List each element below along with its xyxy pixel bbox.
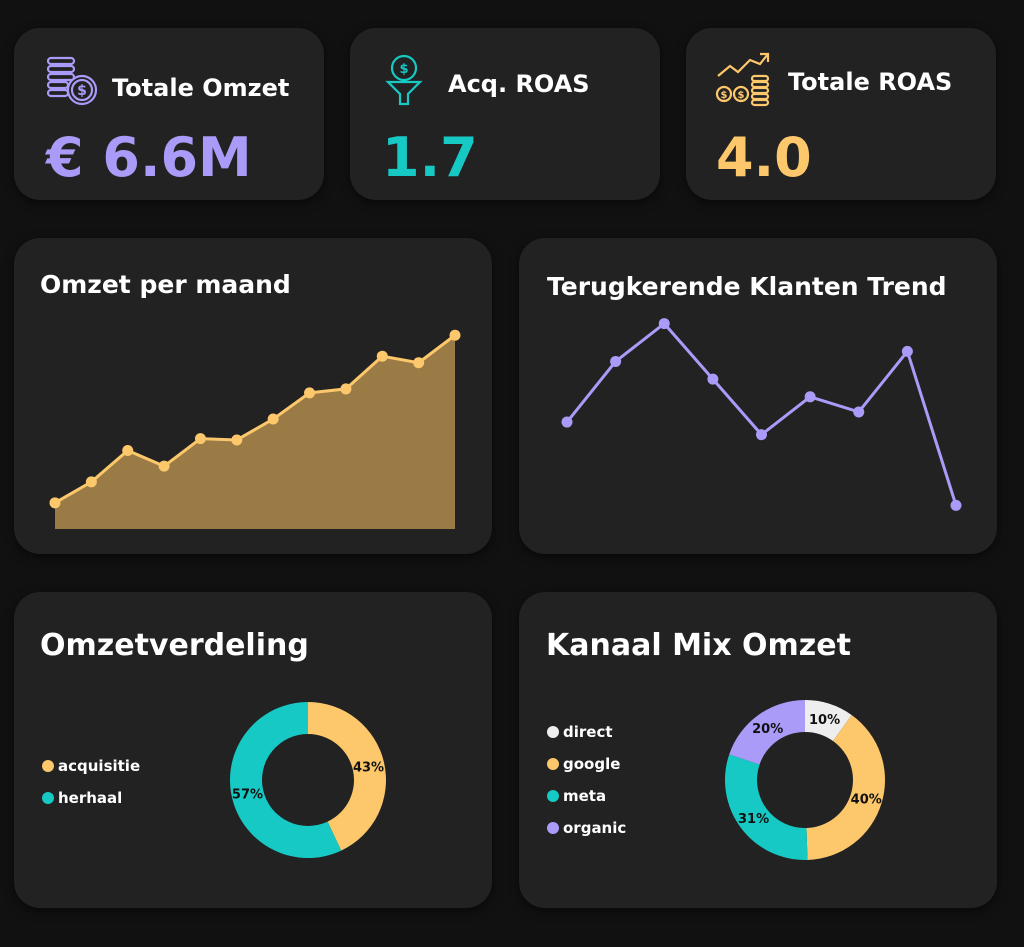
data-point [376, 350, 388, 362]
kpi-label: Acq. ROAS [448, 70, 590, 98]
data-point [901, 345, 913, 357]
kpi-value: 4.0 [716, 126, 812, 189]
kpi-card-omzet: $ Totale Omzet € 6.6M [14, 28, 324, 200]
slice-label: 31% [738, 812, 769, 827]
legend-label: organic [563, 819, 626, 837]
data-point [950, 499, 962, 511]
kpi-value: 1.7 [382, 126, 478, 189]
data-point [756, 429, 767, 441]
data-point [804, 391, 816, 403]
svg-text:$: $ [399, 62, 408, 77]
kpi-value: € 6.6M [46, 126, 252, 189]
legend-marker [42, 760, 54, 772]
legend-marker [547, 790, 559, 802]
trend-line [565, 321, 958, 506]
data-point [304, 387, 316, 399]
data-point [158, 460, 170, 472]
donut-slice-acquisitie [308, 702, 387, 851]
slice-label: 40% [851, 793, 882, 808]
chart-title: Kanaal Mix Omzet [546, 628, 851, 663]
kpi-label: Totale Omzet [112, 74, 290, 102]
data-point [658, 318, 670, 330]
data-point [413, 357, 425, 369]
chart-title: Omzetverdeling [40, 628, 309, 663]
slice-label: 43% [353, 760, 384, 775]
slice-label: 57% [232, 788, 263, 803]
funnel-dollar-icon: $ [385, 54, 423, 106]
chart-title: Terugkerende Klanten Trend [547, 272, 947, 301]
legend-label: herhaal [58, 789, 122, 807]
donut-slice-organic [729, 700, 805, 765]
data-point [449, 329, 461, 341]
area-line [54, 334, 456, 505]
legend-marker [547, 758, 559, 770]
coins-dollar-icon: $ [46, 56, 98, 106]
svg-text:$: $ [77, 83, 87, 99]
slice-label: 20% [752, 722, 783, 737]
revenue-split-donut: 43% 57% acquisitie herhaal [42, 702, 387, 858]
line-chart [561, 318, 962, 511]
legend-marker [547, 822, 559, 834]
data-point [610, 355, 622, 367]
channel-mix-card: Kanaal Mix Omzet 10% 40% 31% 20% direct googl… [519, 592, 997, 908]
legend-label: direct [563, 723, 613, 741]
growth-coins-icon: $ $ [715, 52, 770, 107]
data-point [122, 444, 134, 456]
svg-text:$: $ [738, 90, 745, 101]
data-point [49, 497, 61, 509]
donut-slice-direct [805, 700, 852, 741]
revenue-split-card: Omzetverdeling 43% 57% acquisitie herhaal [14, 592, 492, 908]
kpi-label: Totale ROAS [788, 68, 953, 96]
data-point [561, 416, 573, 428]
donut-slice-meta [725, 754, 808, 860]
legend-marker [42, 792, 54, 804]
chart-title: Omzet per maand [40, 270, 291, 299]
data-point [340, 383, 352, 395]
legend-marker [547, 726, 559, 738]
legend-label: acquisitie [58, 757, 140, 775]
svg-text:$: $ [721, 90, 728, 101]
data-point [267, 413, 279, 425]
legend-label: meta [563, 787, 606, 805]
data-point [853, 406, 865, 418]
kpi-card-acq-roas: $ Acq. ROAS 1.7 [350, 28, 660, 200]
donut-slice-herhaal [230, 702, 342, 858]
area-fill [55, 335, 455, 529]
data-point [231, 434, 243, 446]
legend-label: google [563, 755, 620, 773]
donut-slice-google [806, 714, 885, 860]
slice-label: 10% [809, 713, 840, 728]
kpi-card-totale-roas: $ $ Totale ROAS 4.0 [686, 28, 996, 200]
data-point [707, 373, 719, 385]
channel-mix-donut: 10% 40% 31% 20% direct google meta organic [547, 700, 885, 860]
data-point [85, 476, 97, 488]
revenue-per-month-card: Omzet per maand [14, 238, 492, 554]
returning-customers-card: Terugkerende Klanten Trend [519, 238, 997, 554]
data-point [194, 433, 206, 445]
area-chart [49, 329, 461, 529]
